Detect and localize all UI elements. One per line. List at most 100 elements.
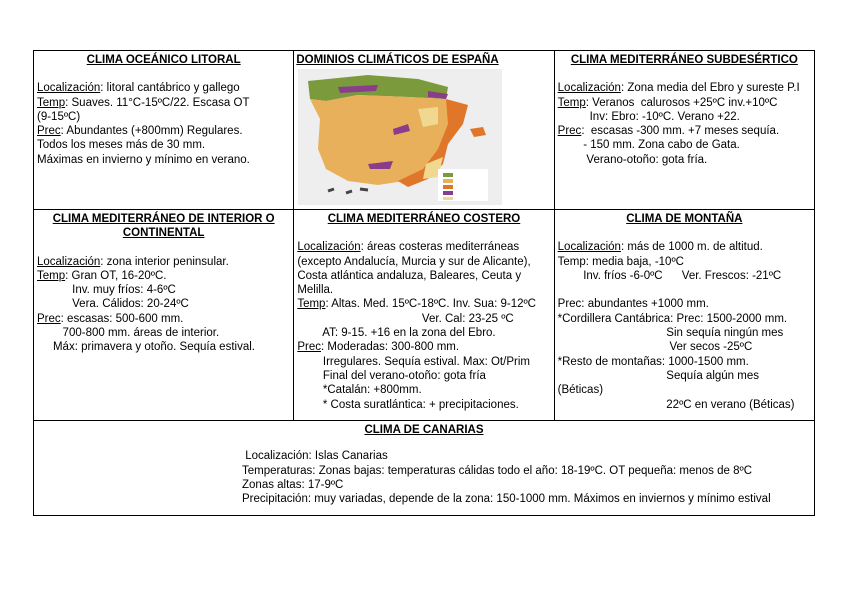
text-line: ​ bbox=[558, 283, 811, 297]
text-line: Localización: Zona media del Ebro y sure… bbox=[558, 81, 811, 95]
field-value: Máximas en invierno y mínimo en verano. bbox=[37, 153, 250, 166]
field-value: Inv. fríos -6-0ºC Ver. Frescos: -21ºC bbox=[557, 269, 782, 282]
field-value: : más de 1000 m. de altitud. bbox=[620, 241, 763, 254]
text-line: AT: 9-15. +16 en la zona del Ebro.​ bbox=[297, 326, 550, 340]
field-value: Sequía algún mes bbox=[557, 369, 759, 382]
text-line: Prec: Abundantes (+800mm) Regulares.​ bbox=[37, 124, 290, 138]
text-line: Localización: áreas costeras mediterráne… bbox=[297, 240, 550, 254]
text-line: (9-15ºC)​ bbox=[37, 110, 290, 124]
field-label: Prec bbox=[37, 312, 61, 325]
text-line: Temp: Gran OT, 16-20ºC.​ bbox=[37, 269, 290, 283]
text-line: Sequía algún mes​ bbox=[558, 369, 811, 383]
text-line: Máximas en invierno y mínimo en verano.​ bbox=[37, 153, 290, 167]
field-label: Localización bbox=[37, 82, 101, 95]
field-value: 22ºC en verano (Béticas) bbox=[557, 398, 795, 411]
field-label: Localización bbox=[297, 241, 361, 254]
text-line: 700-800 mm. áreas de interior.​ bbox=[37, 326, 290, 340]
field-value: : Altas. Med. 15ºC-18ºC. Inv. Sua: 9-12º… bbox=[325, 298, 536, 311]
text-line: Temp: media baja, -10ºC​ bbox=[558, 255, 811, 269]
text-line: Prec: abundantes +1000 mm.​ bbox=[558, 297, 811, 311]
text-line: Inv: Ebro: -10ºC. Verano +22.​ bbox=[558, 110, 811, 124]
field-value: Prec: abundantes +1000 mm. bbox=[557, 298, 709, 311]
field-value: : Moderadas: 300-800 mm. bbox=[320, 341, 460, 354]
spain-climate-map bbox=[298, 69, 503, 206]
cell-costero: CLIMA MEDITERRÁNEO COSTERO Localización: … bbox=[293, 209, 555, 421]
field-value: *Resto de montañas: 1000-1500 mm. bbox=[557, 355, 749, 368]
field-label: Prec bbox=[557, 125, 582, 138]
cell-title: CLIMA MEDITERRÁNEO COSTERO bbox=[327, 213, 521, 225]
text-line: Máx: primavera y otoño. Sequía estival.​ bbox=[37, 340, 290, 354]
field-value: Sin sequía ningún mes bbox=[557, 327, 784, 340]
text-line: Verano-otoño: gota fría.​ bbox=[558, 153, 811, 167]
cell-canarias: CLIMA DE CANARIAS Localización: Islas Ca… bbox=[33, 420, 815, 516]
text-line: Temp: Suaves. 11°C-15ºC/22. Escasa OT​ bbox=[37, 96, 290, 110]
field-value: (9-15ºC) bbox=[37, 110, 81, 123]
field-value: Final del verano-otoño: gota fría bbox=[297, 369, 486, 382]
cell-title: CLIMA DE CANARIAS bbox=[364, 424, 484, 436]
field-value: Máx: primavera y otoño. Sequía estival. bbox=[37, 341, 255, 354]
text-line: Temperaturas: Zonas bajas: temperaturas … bbox=[242, 464, 753, 477]
field-label: Localización bbox=[37, 255, 101, 268]
text-line: 22ºC en verano (Béticas)​ bbox=[558, 398, 811, 412]
cell-dominios: DOMINIOS CLIMÁTICOS DE ESPAÑA bbox=[293, 50, 555, 210]
field-label: Localización bbox=[557, 241, 621, 254]
text-line: *Catalán: +800mm.​ bbox=[297, 383, 550, 397]
text-line: Localización: más de 1000 m. de altitud.… bbox=[558, 240, 811, 254]
field-value: Inv. muy fríos: 4-6ºC bbox=[37, 284, 176, 297]
field-value: (excepto Andalucía, Murcia y sur de Alic… bbox=[297, 255, 531, 268]
text-line: (excepto Andalucía, Murcia y sur de Alic… bbox=[297, 255, 550, 269]
cell-title: CLIMA MEDITERRÁNEO DE INTERIOR O CONTINE… bbox=[52, 213, 275, 240]
field-value: : escasas: 500-600 mm. bbox=[60, 312, 184, 325]
cell-oceanico: CLIMA OCEÁNICO LITORAL Localización: lito… bbox=[32, 50, 295, 210]
text-line: Ver. Cal: 23-25 ºC​ bbox=[297, 312, 550, 326]
field-value: : Veranos calurosos +25ºC inv.+10ºC bbox=[585, 96, 778, 109]
field-value: : Gran OT, 16-20ºC. bbox=[65, 269, 167, 282]
text-line: Ver secos -25ºC​ bbox=[558, 340, 811, 354]
text-line: Vera. Cálidos: 20-24ºC​ bbox=[37, 297, 290, 311]
text-line: * Costa suratlántica: + precipitaciones.… bbox=[297, 398, 550, 412]
field-value: - 150 mm. Zona cabo de Gata. bbox=[557, 139, 740, 152]
text-line: - 150 mm. Zona cabo de Gata.​ bbox=[558, 138, 811, 152]
field-value: *Catalán: +800mm. bbox=[297, 384, 422, 397]
field-value: : litoral cantábrico y gallego bbox=[100, 82, 240, 95]
field-label: Temp bbox=[37, 269, 66, 282]
field-value: : Zona media del Ebro y sureste P.I bbox=[620, 82, 800, 95]
text-line: Localización: litoral cantábrico y galle… bbox=[37, 81, 290, 95]
field-value: Temp: media baja, -10ºC bbox=[557, 255, 684, 268]
text-line: Inv. muy fríos: 4-6ºC​ bbox=[37, 283, 290, 297]
field-value: Ver secos -25ºC bbox=[557, 341, 753, 354]
text-line: Irregulares. Sequía estival. Max: Ot/Pri… bbox=[297, 355, 550, 369]
field-value: * Costa suratlántica: + precipitaciones. bbox=[297, 398, 519, 411]
field-value: 700-800 mm. áreas de interior. bbox=[37, 327, 220, 340]
field-value: Irregulares. Sequía estival. Max: Ot/Pri… bbox=[297, 355, 530, 368]
text-line: Zonas altas: 17-9ºC bbox=[242, 478, 344, 491]
cell-title: CLIMA DE MONTAÑA bbox=[626, 213, 743, 225]
field-value: : Abundantes (+800mm) Regulares. bbox=[60, 125, 243, 138]
text-line: Prec: escasas -300 mm. +7 meses sequía.​ bbox=[558, 124, 811, 138]
field-label: Localización bbox=[557, 82, 621, 95]
cell-title: DOMINIOS CLIMÁTICOS DE ESPAÑA bbox=[296, 54, 499, 66]
field-value: : escasas -300 mm. +7 meses sequía. bbox=[581, 125, 780, 138]
field-value: Costa atlántica andaluza, Baleares, Ceut… bbox=[297, 269, 522, 282]
field-value: : zona interior peninsular. bbox=[100, 255, 229, 268]
text-line: Localización: zona interior peninsular.​ bbox=[37, 255, 290, 269]
text-line: (Béticas)​ bbox=[558, 383, 811, 397]
field-label: Temp bbox=[557, 96, 586, 109]
text-line: Melilla.​ bbox=[297, 283, 550, 297]
field-value: : áreas costeras mediterráneas bbox=[360, 241, 520, 254]
field-label: Temp bbox=[37, 96, 66, 109]
field-label: Temp bbox=[297, 298, 326, 311]
field-value: : Suaves. 11°C-15ºC/22. Escasa OT bbox=[65, 96, 250, 109]
field-value: Melilla. bbox=[297, 284, 334, 297]
text-line: Localización: Islas Canarias bbox=[242, 450, 388, 463]
cell-montana: CLIMA DE MONTAÑA Localización: más de 100… bbox=[553, 209, 816, 421]
text-line: Temp: Veranos calurosos +25ºC inv.+10ºC​ bbox=[558, 96, 811, 110]
field-value: Todos los meses más de 30 mm. bbox=[37, 139, 206, 152]
field-value: Ver. Cal: 23-25 ºC bbox=[297, 312, 514, 325]
text-line: Costa atlántica andaluza, Baleares, Ceut… bbox=[297, 269, 550, 283]
field-value: (Béticas) bbox=[557, 384, 604, 397]
text-line: Final del verano-otoño: gota fría​ bbox=[297, 369, 550, 383]
cell-title: CLIMA MEDITERRÁNEO SUBDESÉRTICO bbox=[570, 54, 798, 66]
text-line: Sin sequía ningún mes​ bbox=[558, 326, 811, 340]
cell-interior: CLIMA MEDITERRÁNEO DE INTERIOR O CONTINE… bbox=[32, 209, 295, 421]
